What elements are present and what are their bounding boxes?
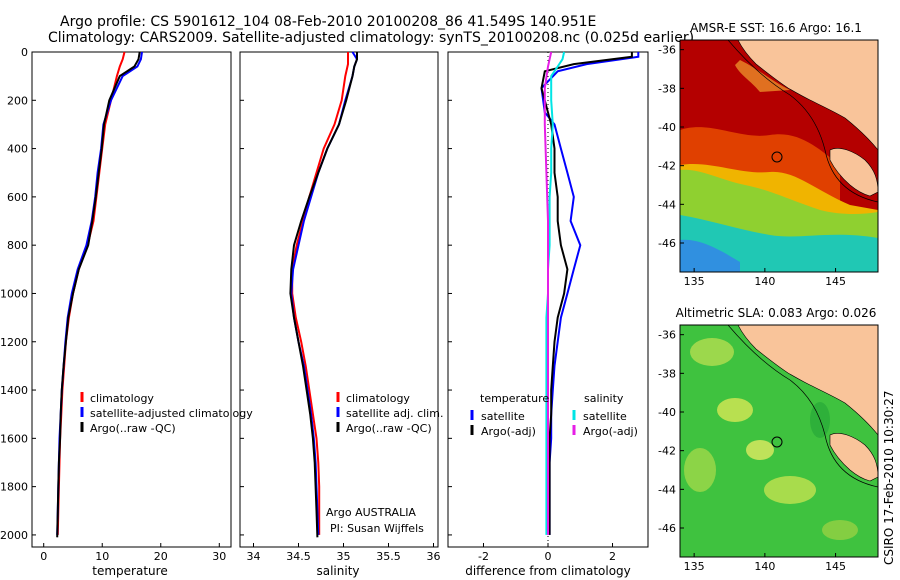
- x-tick-label: 34.5: [286, 550, 311, 563]
- sst-map-title: AMSR-E SST: 16.6 Argo: 16.1: [690, 21, 862, 35]
- sst-argo-marker: [771, 151, 783, 163]
- sst-cold-zone: [680, 239, 740, 272]
- map-y-tick-label: -38: [658, 367, 676, 380]
- temperature-series-satellite-adjusted-climatology: [56, 51, 143, 535]
- y-tick-label: 2000: [0, 529, 28, 542]
- map-x-tick-label: 140: [754, 560, 775, 573]
- map-y-tick-label: -38: [658, 82, 676, 95]
- argo-pi-annotation: PI: Susan Wijffels: [330, 522, 424, 535]
- legend-label: satellite: [583, 410, 627, 423]
- legend-label: satellite adj. clim.: [346, 407, 443, 420]
- legend-label: climatology: [90, 392, 154, 405]
- map-y-tick-label: -44: [658, 198, 676, 211]
- map-x-tick-label: 140: [754, 275, 775, 288]
- csiro-credit: CSIRO 17-Feb-2010 10:30:27: [882, 390, 896, 565]
- sst-map-frame: [679, 39, 879, 273]
- map-y-tick-label: -36: [658, 44, 676, 57]
- sst-map: [680, 40, 878, 272]
- sla-shelf-contour: [727, 325, 878, 488]
- difference-axis-label: difference from climatology: [465, 564, 631, 578]
- x-tick-label: 36: [427, 550, 441, 563]
- map-y-tick-label: -46: [658, 522, 676, 535]
- legend-group-title: salinity: [584, 392, 624, 405]
- sla-anomaly-f: [822, 520, 858, 540]
- map-y-tick-label: -42: [658, 445, 676, 458]
- map-x-tick-label: 145: [825, 560, 846, 573]
- map-x-tick-label: 145: [825, 275, 846, 288]
- map-y-tick-label: -40: [658, 121, 676, 134]
- y-tick-label: 400: [7, 143, 28, 156]
- sla-anomaly-d: [764, 476, 816, 504]
- x-tick-label: 34: [247, 550, 261, 563]
- plot-layer: 0 10 20 30020040060080010001200140016001800…: [0, 44, 846, 573]
- sla-argo-marker: [771, 436, 783, 448]
- legend-label: satellite-adjusted climatology: [90, 407, 253, 420]
- salinity-series-argo-raw-qc-: [289, 52, 358, 538]
- y-tick-label: 600: [7, 191, 28, 204]
- temperature-plot-frame: [31, 51, 232, 548]
- y-tick-label: 0: [21, 46, 28, 59]
- salinity-series-satellite-adj-clim-: [290, 51, 359, 535]
- y-tick-label: 1000: [0, 287, 28, 300]
- sla-anomaly-e: [746, 440, 774, 460]
- sst-land-tasmania: [829, 148, 878, 197]
- sst-coast-warm: [735, 60, 790, 92]
- sla-land-mainland: [737, 325, 878, 436]
- x-tick-label: -2: [478, 550, 489, 563]
- legend-label: Argo(-adj): [583, 425, 638, 438]
- temperature-series-argo-raw-qc-: [56, 51, 141, 538]
- legend-label: Argo(..raw -QC): [346, 422, 432, 435]
- difference-series-argo-adj-: [543, 51, 553, 535]
- sla-land-tasmania: [829, 433, 878, 482]
- temperature-series-climatology: [56, 51, 126, 535]
- x-tick-label: 0: [40, 550, 47, 563]
- legend-label: climatology: [346, 392, 410, 405]
- salinity-plot-frame: [239, 51, 439, 548]
- sla-anomaly-c: [684, 448, 716, 492]
- map-x-tick-label: 135: [684, 560, 705, 573]
- map-y-tick-label: -44: [658, 483, 676, 496]
- x-tick-label: 35: [337, 550, 351, 563]
- map-y-tick-label: -36: [658, 329, 676, 342]
- legend-label: Argo(-adj): [481, 425, 536, 438]
- sst-land-mainland: [737, 40, 878, 151]
- x-tick-label: 10: [95, 550, 109, 563]
- sla-map: [680, 325, 878, 557]
- x-tick-label: 2: [609, 550, 616, 563]
- temperature-axis-label: temperature: [92, 564, 167, 578]
- x-tick-label: 0: [545, 550, 552, 563]
- sst-shelf-contour: [727, 40, 878, 203]
- legend-group-title: temperature: [480, 392, 549, 405]
- y-tick-label: 1200: [0, 336, 28, 349]
- argo-program-annotation: Argo AUSTRALIA: [326, 506, 416, 519]
- sla-map-frame: [679, 324, 879, 558]
- legend-label: satellite: [481, 410, 525, 423]
- figure-title-line2: Climatology: CARS2009. Satellite-adjuste…: [48, 30, 694, 46]
- legend-label: Argo(..raw -QC): [90, 422, 176, 435]
- y-tick-label: 800: [7, 239, 28, 252]
- sla-map-title: Altimetric SLA: 0.083 Argo: 0.026: [676, 306, 877, 320]
- y-tick-label: 1400: [0, 384, 28, 397]
- x-tick-label: 30: [212, 550, 226, 563]
- map-x-tick-label: 135: [684, 275, 705, 288]
- sla-anomaly-a: [690, 338, 734, 366]
- y-tick-label: 1600: [0, 432, 28, 445]
- sla-anomaly-b: [717, 398, 753, 422]
- difference-series-satellite: [540, 52, 640, 535]
- difference-series-argo-adj-: [540, 52, 633, 535]
- x-tick-label: 20: [154, 550, 168, 563]
- salinity-axis-label: salinity: [316, 564, 359, 578]
- map-y-tick-label: -40: [658, 406, 676, 419]
- figure-title-line1: Argo profile: CS 5901612_104 08-Feb-2010…: [60, 14, 596, 30]
- y-tick-label: 1800: [0, 481, 28, 494]
- map-y-tick-label: -42: [658, 160, 676, 173]
- y-tick-label: 200: [7, 94, 28, 107]
- x-tick-label: 35.5: [376, 550, 401, 563]
- map-y-tick-label: -46: [658, 237, 676, 250]
